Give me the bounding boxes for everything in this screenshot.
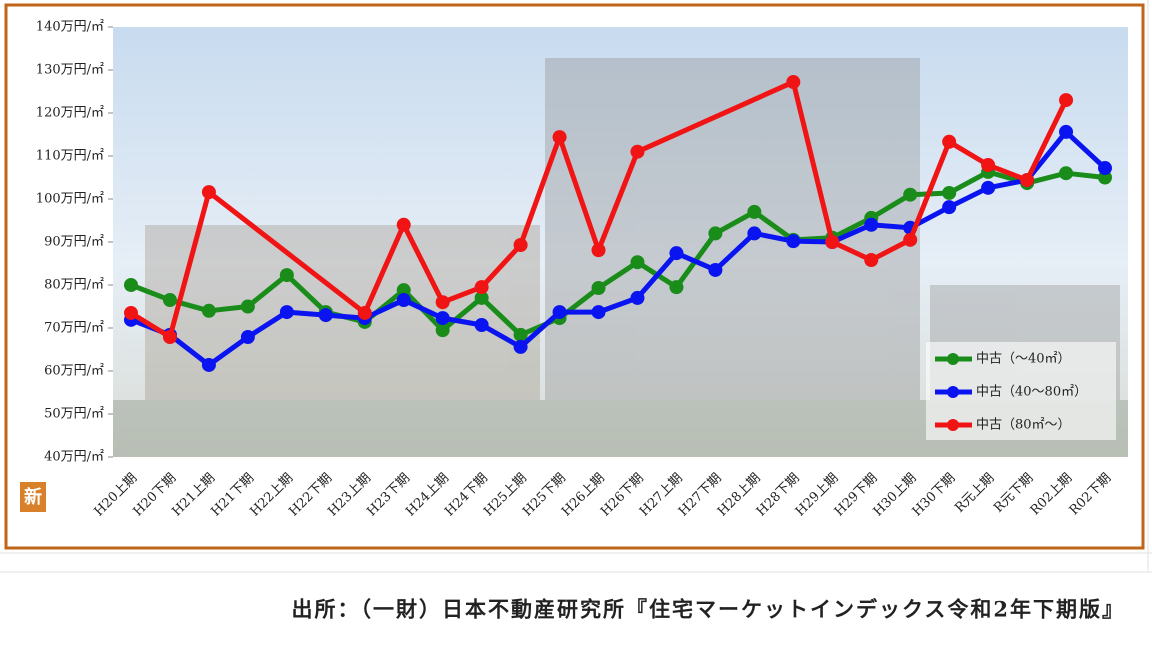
data-point xyxy=(942,200,957,215)
data-point xyxy=(630,290,645,305)
data-point xyxy=(279,305,294,320)
y-tick-label: 110万円/㎡ xyxy=(36,149,104,164)
legend-marker xyxy=(947,419,959,431)
data-point xyxy=(162,330,177,345)
data-point xyxy=(357,305,372,320)
series-layer xyxy=(124,75,1112,372)
data-point xyxy=(240,330,255,345)
data-point xyxy=(708,262,723,277)
data-point xyxy=(591,243,606,258)
data-point xyxy=(981,180,996,195)
data-point xyxy=(1059,124,1074,139)
data-point xyxy=(201,303,216,318)
badge: 新 xyxy=(24,486,42,508)
data-point xyxy=(669,246,684,261)
data-point xyxy=(669,280,684,295)
data-point xyxy=(201,185,216,200)
data-point xyxy=(591,305,606,320)
data-point xyxy=(435,311,450,326)
data-point xyxy=(825,235,840,249)
legend-label: 中古（40～80㎡） xyxy=(976,385,1087,400)
data-point xyxy=(552,305,567,320)
y-tick-label: 40万円/㎡ xyxy=(44,450,104,465)
legend: 中古（～40㎡） 中古（40～80㎡） 中古（80㎡～） xyxy=(935,352,1087,433)
data-point xyxy=(474,290,489,305)
data-point xyxy=(903,187,918,202)
data-point xyxy=(162,293,177,308)
y-tick-label: 100万円/㎡ xyxy=(36,192,104,207)
data-point xyxy=(201,357,216,372)
data-point xyxy=(942,185,957,200)
y-tick-label: 90万円/㎡ xyxy=(44,235,104,250)
data-point xyxy=(396,283,411,298)
data-point xyxy=(513,339,528,354)
gap-connector xyxy=(207,190,367,315)
y-tick-label: 120万円/㎡ xyxy=(36,106,104,121)
sheet-grid xyxy=(0,0,1152,573)
data-point xyxy=(864,253,879,268)
y-tick-label: 50万円/㎡ xyxy=(44,407,104,422)
series-line xyxy=(362,134,640,314)
legend-marker xyxy=(947,353,959,365)
data-point xyxy=(124,278,138,292)
data-point xyxy=(942,134,957,149)
data-point xyxy=(747,204,762,219)
y-tick-label: 60万円/㎡ xyxy=(44,364,104,379)
data-point xyxy=(396,293,411,308)
badge-box xyxy=(20,482,46,512)
data-point xyxy=(552,130,567,145)
data-point xyxy=(747,226,762,241)
y-tick-label: 140万円/㎡ xyxy=(36,20,104,35)
data-point xyxy=(786,234,801,249)
data-point xyxy=(903,232,918,247)
data-point xyxy=(435,295,450,310)
y-tick-label: 80万円/㎡ xyxy=(44,278,104,293)
gap-connector xyxy=(636,79,795,154)
source-note: 出所：（一財）日本不動産研究所『住宅マーケットインデックス令和2年下期版』 xyxy=(292,597,1125,622)
data-point xyxy=(591,281,606,296)
data-point xyxy=(318,308,333,323)
data-point xyxy=(279,268,294,283)
data-point xyxy=(1059,166,1074,181)
data-point xyxy=(630,255,645,270)
data-point xyxy=(708,226,723,241)
data-point xyxy=(1098,161,1112,176)
data-point xyxy=(1020,173,1035,188)
data-point xyxy=(630,144,645,159)
data-point xyxy=(124,305,138,320)
data-point xyxy=(474,317,489,332)
data-point xyxy=(396,217,411,232)
legend-marker xyxy=(947,386,959,398)
legend-label: 中古（～40㎡） xyxy=(976,352,1071,367)
data-point xyxy=(513,327,528,342)
data-point xyxy=(435,323,450,338)
data-point xyxy=(240,299,255,314)
data-point xyxy=(1059,93,1074,108)
data-point xyxy=(474,280,489,295)
data-point xyxy=(786,75,801,90)
y-tick-label: 130万円/㎡ xyxy=(36,63,104,78)
data-point xyxy=(981,158,996,173)
y-tick-label: 70万円/㎡ xyxy=(44,321,104,336)
legend-label: 中古（80㎡～） xyxy=(976,418,1071,433)
data-point xyxy=(864,217,879,232)
data-point xyxy=(513,238,528,253)
